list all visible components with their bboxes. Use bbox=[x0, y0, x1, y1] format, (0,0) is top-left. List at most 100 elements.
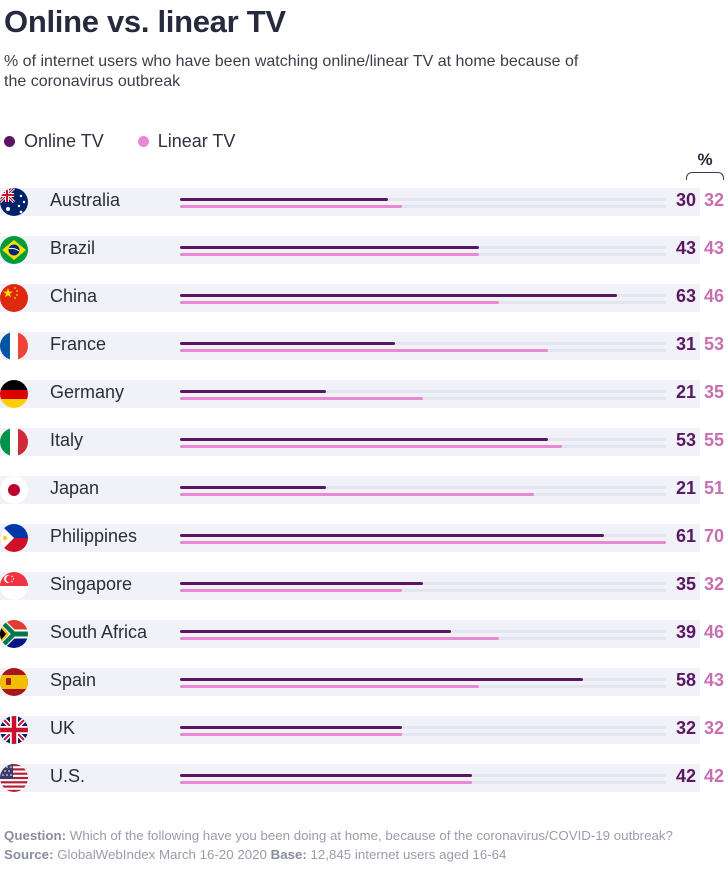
france-flag-icon bbox=[0, 332, 28, 360]
category-label: Italy bbox=[50, 430, 84, 450]
online-value-label: 63 bbox=[675, 286, 696, 306]
linear-value-label: 46 bbox=[703, 286, 724, 306]
linear-value-label: 32 bbox=[703, 190, 724, 210]
online-track bbox=[180, 630, 666, 633]
online-track bbox=[180, 246, 666, 249]
footer-question-label: Question: bbox=[4, 828, 67, 843]
footer-base-text: 12,845 internet users aged 16-64 bbox=[310, 847, 507, 862]
online-track bbox=[180, 390, 666, 393]
linear-bar bbox=[180, 301, 500, 304]
linear-value-label: 42 bbox=[703, 766, 724, 786]
linear-value-label: 43 bbox=[703, 238, 724, 258]
row-background bbox=[0, 620, 700, 648]
row-philippines: Philippines 61 70 bbox=[0, 514, 728, 562]
footer-source-text: GlobalWebIndex March 16-20 2020 bbox=[57, 847, 267, 862]
chart-title: Online vs. linear TV bbox=[4, 4, 286, 39]
row-background bbox=[0, 476, 700, 504]
row-background bbox=[0, 572, 700, 600]
legend-item-linear: Linear TV bbox=[137, 131, 236, 152]
online-track bbox=[180, 582, 666, 585]
category-label: Australia bbox=[50, 190, 121, 210]
row-background bbox=[0, 332, 700, 360]
online-value-label: 39 bbox=[675, 622, 696, 642]
linear-track bbox=[180, 637, 666, 640]
row-france: France 31 53 bbox=[0, 322, 728, 370]
category-label: Japan bbox=[50, 478, 100, 498]
linear-bar bbox=[180, 541, 666, 544]
linear-track bbox=[180, 301, 666, 304]
linear-bar bbox=[180, 733, 403, 736]
linear-value-label: 51 bbox=[703, 478, 724, 498]
row-background bbox=[0, 284, 700, 312]
category-label: South Africa bbox=[50, 622, 148, 642]
category-label: Philippines bbox=[50, 526, 138, 546]
linear-bar bbox=[180, 589, 403, 592]
linear-track bbox=[180, 349, 666, 352]
online-bar bbox=[180, 726, 403, 729]
online-bar bbox=[180, 198, 389, 201]
germany-flag-icon bbox=[0, 380, 28, 408]
online-bar bbox=[180, 246, 479, 249]
row-background bbox=[0, 380, 700, 408]
online-bar bbox=[180, 486, 326, 489]
linear-bar bbox=[180, 397, 423, 400]
row-singapore: Singapore 35 32 bbox=[0, 562, 728, 610]
category-label: Singapore bbox=[50, 574, 133, 594]
linear-track bbox=[180, 253, 666, 256]
online-track bbox=[180, 294, 666, 297]
online-track bbox=[180, 198, 666, 201]
italy-flag-icon bbox=[0, 428, 28, 456]
brazil-flag-icon bbox=[0, 236, 28, 264]
percent-header: % bbox=[697, 150, 713, 169]
online-value-label: 42 bbox=[675, 766, 696, 786]
online-track bbox=[180, 486, 666, 489]
footer-base-label: Base: bbox=[270, 847, 307, 862]
legend: Online TV Linear TV bbox=[4, 131, 269, 152]
online-value-label: 61 bbox=[675, 526, 696, 546]
philippines-flag-icon bbox=[0, 524, 28, 552]
online-value-label: 32 bbox=[675, 718, 696, 738]
online-track bbox=[180, 678, 666, 681]
category-label: Spain bbox=[50, 670, 97, 690]
row-background bbox=[0, 524, 700, 552]
us-flag-icon bbox=[0, 764, 28, 792]
online-value-label: 35 bbox=[675, 574, 696, 594]
online-value-label: 31 bbox=[675, 334, 696, 354]
chart-subtitle: % of internet users who have been watchi… bbox=[4, 53, 579, 90]
linear-track bbox=[180, 397, 666, 400]
linear-track bbox=[180, 685, 666, 688]
online-bar bbox=[180, 774, 472, 777]
legend-dot-linear bbox=[137, 136, 149, 147]
online-bar bbox=[180, 438, 548, 441]
legend-label-linear: Linear TV bbox=[157, 131, 236, 151]
linear-track bbox=[180, 781, 666, 784]
linear-track bbox=[180, 205, 666, 208]
category-label: Brazil bbox=[50, 238, 96, 258]
row-japan: Japan 21 51 bbox=[0, 466, 728, 514]
linear-value-label: 55 bbox=[703, 430, 724, 450]
row-germany: Germany 21 35 bbox=[0, 370, 728, 418]
online-track bbox=[180, 534, 666, 537]
legend-label-online: Online TV bbox=[24, 131, 104, 151]
footer-question-text: Which of the following have you been doi… bbox=[69, 828, 673, 843]
linear-value-label: 53 bbox=[703, 334, 724, 354]
row-uk: UK 32 32 bbox=[0, 706, 728, 754]
online-track bbox=[180, 726, 666, 729]
row-brazil: Brazil 43 43 bbox=[0, 226, 728, 274]
japan-flag-icon bbox=[0, 476, 28, 504]
linear-bar bbox=[180, 253, 479, 256]
footer-source-label: Source: bbox=[4, 847, 54, 862]
online-track bbox=[180, 438, 666, 441]
linear-track bbox=[180, 589, 666, 592]
legend-item-online: Online TV bbox=[4, 131, 104, 152]
online-bar bbox=[180, 678, 583, 681]
online-value-label: 30 bbox=[675, 190, 696, 210]
online-bar bbox=[180, 630, 451, 633]
row-background bbox=[0, 716, 700, 744]
linear-track bbox=[180, 493, 666, 496]
legend-dot-online bbox=[4, 136, 15, 147]
online-value-label: 53 bbox=[675, 430, 696, 450]
online-bar bbox=[180, 390, 326, 393]
uk-flag-icon bbox=[0, 716, 28, 744]
